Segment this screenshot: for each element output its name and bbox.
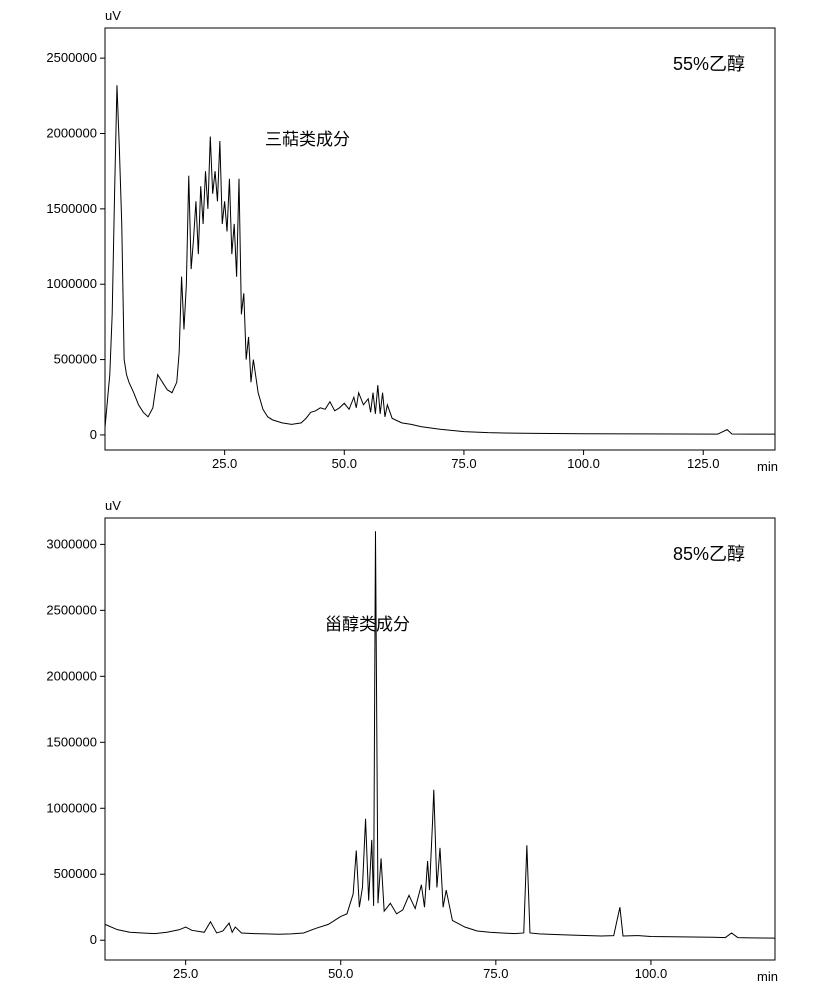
chromatogram-85-ethanol: 0 500000 1000000 1500000 2000000 2500000 30000… xyxy=(35,500,790,990)
svg-text:2000000: 2000000 xyxy=(46,668,97,683)
svg-text:100.0: 100.0 xyxy=(635,966,668,981)
svg-text:500000: 500000 xyxy=(54,866,97,881)
chromatogram-55-ethanol: 0 500000 1000000 1500000 2000000 2500000 25.0 5… xyxy=(35,10,790,480)
svg-text:1500000: 1500000 xyxy=(46,201,97,216)
svg-text:3000000: 3000000 xyxy=(46,536,97,551)
svg-text:0: 0 xyxy=(90,932,97,947)
svg-text:125.0: 125.0 xyxy=(687,456,720,471)
svg-text:2500000: 2500000 xyxy=(46,602,97,617)
svg-text:100.0: 100.0 xyxy=(567,456,600,471)
svg-text:25.0: 25.0 xyxy=(212,456,237,471)
svg-text:2500000: 2500000 xyxy=(46,50,97,65)
chart-panel-85-ethanol: uV min 85%乙醇 甾醇类成分 050000010000001500000… xyxy=(35,500,790,990)
svg-text:1000000: 1000000 xyxy=(46,276,97,291)
svg-text:1000000: 1000000 xyxy=(46,800,97,815)
svg-text:75.0: 75.0 xyxy=(483,966,508,981)
svg-text:50.0: 50.0 xyxy=(328,966,353,981)
svg-text:50.0: 50.0 xyxy=(332,456,357,471)
svg-text:1500000: 1500000 xyxy=(46,734,97,749)
svg-text:25.0: 25.0 xyxy=(173,966,198,981)
chart-panel-55-ethanol: uV min 55%乙醇 三萜类成分 050000010000001500000… xyxy=(35,10,790,480)
svg-text:0: 0 xyxy=(90,427,97,442)
svg-text:2000000: 2000000 xyxy=(46,126,97,141)
svg-text:500000: 500000 xyxy=(54,352,97,367)
svg-text:75.0: 75.0 xyxy=(451,456,476,471)
